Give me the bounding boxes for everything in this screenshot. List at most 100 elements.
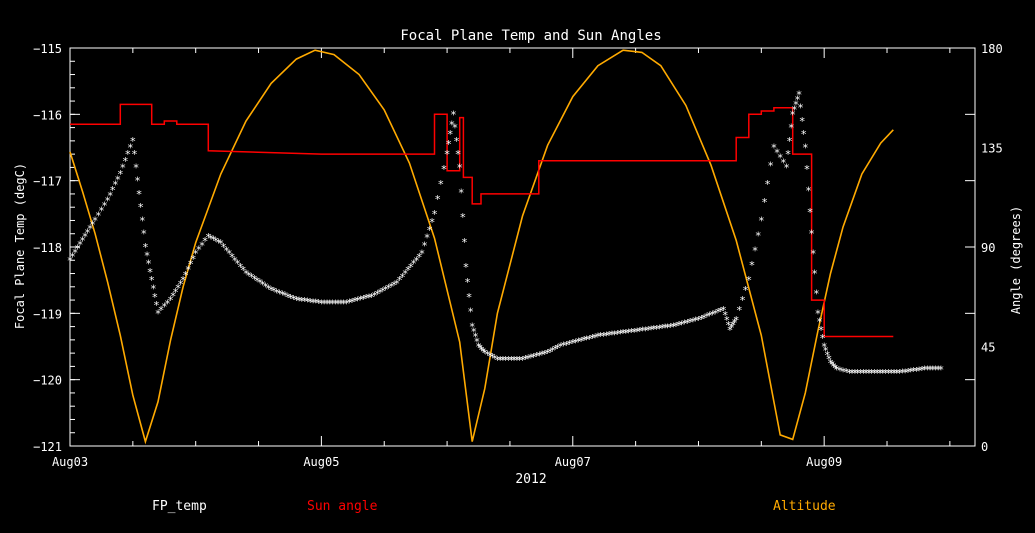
data-point-fp-temp: * — [916, 365, 923, 378]
data-point-fp-temp: * — [701, 312, 708, 325]
data-point-fp-temp: * — [192, 248, 199, 261]
data-point-fp-temp: * — [489, 351, 496, 364]
data-point-fp-temp: * — [122, 155, 129, 168]
y-right-tick-label-2: 90 — [981, 241, 995, 255]
data-point-fp-temp: * — [153, 299, 160, 312]
data-point-fp-temp: * — [346, 297, 353, 310]
data-point-fp-temp: * — [240, 264, 247, 277]
data-point-fp-temp: * — [625, 327, 632, 340]
data-point-fp-temp: * — [129, 135, 136, 148]
data-point-fp-temp: * — [101, 200, 108, 213]
data-point-fp-temp: * — [172, 286, 179, 299]
y-right-tick-label-1: 45 — [981, 341, 995, 355]
data-point-fp-temp: * — [343, 297, 350, 310]
data-point-fp-temp: * — [502, 354, 509, 367]
data-point-fp-temp: * — [731, 317, 738, 330]
data-point-fp-temp: * — [134, 175, 141, 188]
data-point-fp-temp: * — [662, 322, 669, 335]
data-point-fp-temp: * — [712, 307, 719, 320]
data-point-fp-temp: * — [290, 293, 297, 306]
data-point-fp-temp: * — [882, 367, 889, 380]
data-point-fp-temp: * — [82, 230, 89, 243]
data-point-fp-temp: * — [207, 232, 214, 245]
data-point-fp-temp: * — [742, 284, 749, 297]
data-point-fp-temp: * — [730, 319, 737, 332]
data-point-fp-temp: * — [902, 366, 909, 379]
data-point-fp-temp: * — [578, 335, 585, 348]
data-point-fp-temp: * — [445, 138, 452, 151]
data-point-fp-temp: * — [424, 232, 431, 245]
data-point-fp-temp: * — [137, 201, 144, 214]
data-point-fp-temp: * — [789, 108, 796, 121]
y-tick-label-0: −115 — [33, 42, 62, 56]
data-point-fp-temp: * — [628, 326, 635, 339]
data-point-fp-temp: * — [145, 258, 152, 271]
data-point-fp-temp: * — [237, 261, 244, 274]
series-points-fp-temp: ****************************************… — [67, 88, 945, 380]
data-point-fp-temp: * — [536, 349, 543, 362]
data-point-fp-temp: * — [505, 354, 512, 367]
data-point-fp-temp: * — [752, 244, 759, 257]
data-point-fp-temp: * — [190, 253, 197, 266]
data-point-fp-temp: * — [733, 314, 740, 327]
data-point-fp-temp: * — [170, 290, 177, 303]
x-tick-label-0: Aug03 — [52, 455, 88, 469]
data-point-fp-temp: * — [541, 348, 548, 361]
data-point-fp-temp: * — [287, 292, 294, 305]
data-point-fp-temp: * — [332, 297, 339, 310]
data-point-fp-temp: * — [484, 349, 491, 362]
data-point-fp-temp: * — [919, 364, 926, 377]
data-point-fp-temp: * — [87, 222, 94, 235]
data-point-fp-temp: * — [84, 226, 91, 239]
data-point-fp-temp: * — [659, 322, 666, 335]
data-point-fp-temp: * — [634, 325, 641, 338]
data-point-fp-temp: * — [429, 216, 436, 229]
data-point-fp-temp: * — [79, 234, 86, 247]
data-point-fp-temp: * — [761, 196, 768, 209]
data-point-fp-temp: * — [837, 365, 844, 378]
data-point-fp-temp: * — [877, 367, 884, 380]
data-point-fp-temp: * — [932, 364, 939, 377]
data-point-fp-temp: * — [522, 353, 529, 366]
data-point-fp-temp: * — [664, 321, 671, 334]
data-point-fp-temp: * — [363, 292, 370, 305]
data-point-fp-temp: * — [885, 367, 892, 380]
data-point-fp-temp: * — [893, 367, 900, 380]
data-point-fp-temp: * — [307, 296, 314, 309]
data-point-fp-temp: * — [687, 316, 694, 329]
data-point-fp-temp: * — [464, 276, 471, 289]
data-point-fp-temp: * — [560, 340, 567, 353]
data-point-fp-temp: * — [486, 350, 493, 363]
data-point-fp-temp: * — [150, 283, 157, 296]
data-point-fp-temp: * — [575, 336, 582, 349]
y-tick-label-6: −121 — [33, 440, 62, 454]
data-point-fp-temp: * — [500, 354, 507, 367]
data-point-fp-temp: * — [187, 258, 194, 271]
data-point-fp-temp: * — [259, 279, 266, 292]
chart-title: Focal Plane Temp and Sun Angles — [400, 28, 661, 44]
data-point-fp-temp: * — [927, 364, 934, 377]
data-point-fp-temp: * — [456, 161, 463, 174]
data-point-fp-temp: * — [133, 161, 140, 174]
data-point-fp-temp: * — [148, 274, 155, 287]
data-point-fp-temp: * — [678, 318, 685, 331]
data-point-fp-temp: * — [265, 282, 272, 295]
data-point-fp-temp: * — [234, 258, 241, 271]
data-point-fp-temp: * — [913, 365, 920, 378]
data-point-fp-temp: * — [114, 173, 121, 186]
data-point-fp-temp: * — [829, 359, 836, 372]
data-point-fp-temp: * — [199, 239, 206, 252]
data-point-fp-temp: * — [77, 238, 84, 251]
data-point-fp-temp: * — [357, 294, 364, 307]
data-point-fp-temp: * — [324, 297, 331, 310]
data-point-fp-temp: * — [603, 329, 610, 342]
axis-ticks: −115 −116 −117 −118 −119 −120 −121 0 45 90 135 180 A… — [33, 42, 1003, 469]
data-point-fp-temp: * — [475, 341, 482, 354]
data-point-fp-temp: * — [780, 156, 787, 169]
data-point-fp-temp: * — [431, 208, 438, 221]
data-point-fp-temp: * — [777, 152, 784, 165]
data-point-fp-temp: * — [796, 88, 803, 101]
legend-fp-temp: FP_temp — [152, 499, 207, 514]
data-point-fp-temp: * — [807, 206, 814, 219]
data-point-fp-temp: * — [161, 301, 168, 314]
